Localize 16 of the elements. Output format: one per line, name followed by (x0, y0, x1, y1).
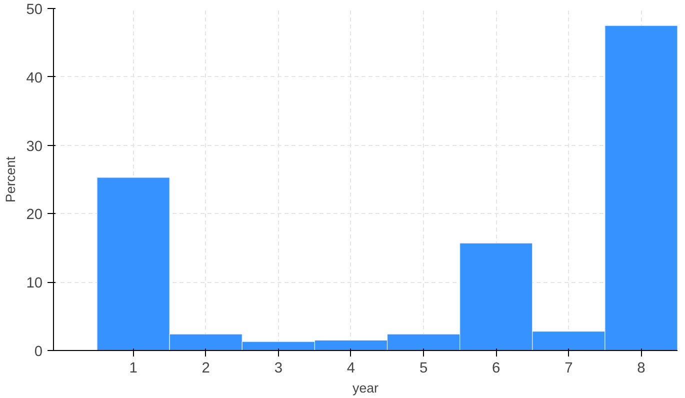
x-tick-label: 7 (564, 360, 573, 376)
y-tick-label: 40 (26, 70, 43, 86)
y-tick-label: 0 (34, 344, 43, 360)
x-tick-label: 5 (419, 360, 428, 376)
y-axis-title: Percent (3, 156, 18, 202)
x-tick-label: 1 (129, 360, 138, 376)
x-tick-label: 3 (274, 360, 283, 376)
x-tick-label: 4 (346, 360, 356, 376)
y-tick-label: 30 (26, 138, 43, 155)
y-tick-label: 10 (26, 276, 43, 292)
y-tick-label: 20 (26, 207, 43, 224)
x-tick-label: 6 (492, 360, 500, 376)
y-tick-label: 50 (26, 2, 43, 18)
x-tick-label: 2 (202, 360, 210, 376)
x-axis-title: year (352, 380, 380, 396)
x-tick-label: 8 (637, 360, 646, 376)
